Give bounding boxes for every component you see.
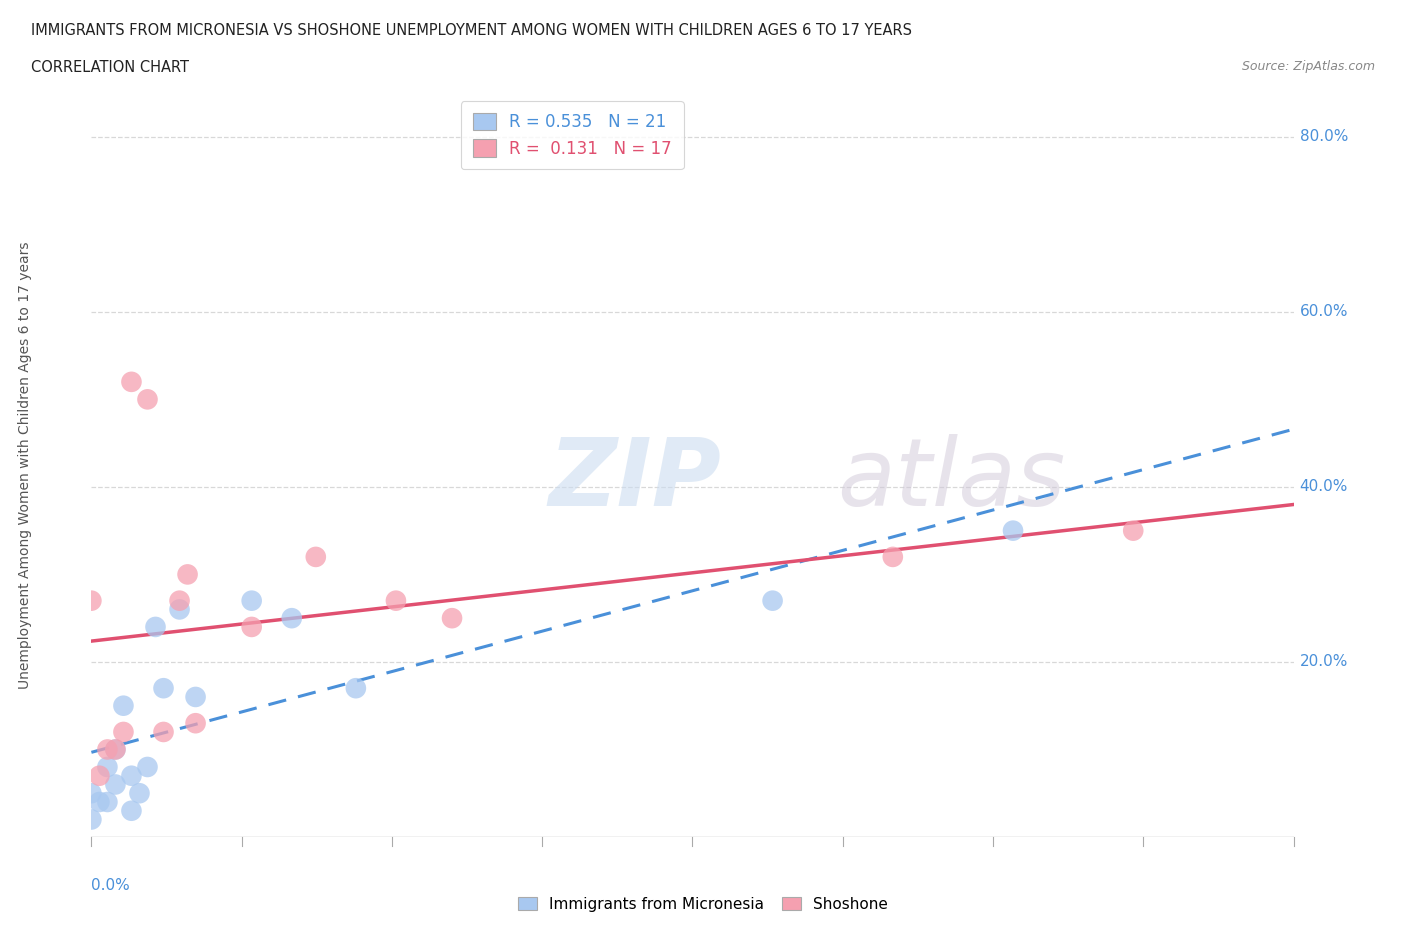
Point (152, 681, 174, 696)
Point (762, 593, 785, 608)
Point (152, 724, 174, 739)
Legend: R = 0.535   N = 21, R =  0.131   N = 17: R = 0.535 N = 21, R = 0.131 N = 17 (461, 101, 683, 169)
Point (240, 619, 263, 634)
Text: 40.0%: 40.0% (1299, 479, 1348, 495)
Point (305, 550, 328, 565)
Point (128, 786, 150, 801)
Text: 20.0%: 20.0% (1299, 655, 1348, 670)
Point (1001, 524, 1024, 538)
Point (184, 689, 207, 704)
Point (121, 804, 143, 818)
Point (145, 619, 167, 634)
Point (184, 716, 207, 731)
Point (112, 698, 135, 713)
Point (80, 593, 103, 608)
Point (440, 611, 463, 626)
Point (89, 794, 111, 809)
Point (104, 742, 127, 757)
Point (385, 593, 408, 608)
Point (121, 375, 143, 390)
Point (121, 768, 143, 783)
Point (344, 681, 367, 696)
Text: CORRELATION CHART: CORRELATION CHART (31, 60, 188, 75)
Text: Source: ZipAtlas.com: Source: ZipAtlas.com (1241, 60, 1375, 73)
Point (89, 768, 111, 783)
Point (882, 550, 904, 565)
Text: ZIP: ZIP (548, 434, 721, 525)
Point (96, 760, 118, 775)
Point (240, 593, 263, 608)
Legend: Immigrants from Micronesia, Shoshone: Immigrants from Micronesia, Shoshone (512, 890, 894, 918)
Text: 60.0%: 60.0% (1299, 304, 1348, 319)
Point (96, 794, 118, 809)
Text: Unemployment Among Women with Children Ages 6 to 17 years: Unemployment Among Women with Children A… (18, 241, 32, 689)
Point (80, 812, 103, 827)
Point (176, 567, 198, 582)
Point (80, 786, 103, 801)
Text: 0.0%: 0.0% (91, 878, 131, 893)
Point (112, 724, 135, 739)
Point (104, 742, 127, 757)
Point (136, 392, 159, 406)
Text: atlas: atlas (837, 434, 1064, 525)
Point (169, 602, 191, 617)
Point (1122, 524, 1144, 538)
Point (96, 742, 118, 757)
Point (136, 760, 159, 775)
Text: IMMIGRANTS FROM MICRONESIA VS SHOSHONE UNEMPLOYMENT AMONG WOMEN WITH CHILDREN AG: IMMIGRANTS FROM MICRONESIA VS SHOSHONE U… (31, 23, 912, 38)
Text: 80.0%: 80.0% (1299, 129, 1348, 144)
Point (281, 611, 304, 626)
Point (169, 593, 191, 608)
Point (104, 777, 127, 792)
